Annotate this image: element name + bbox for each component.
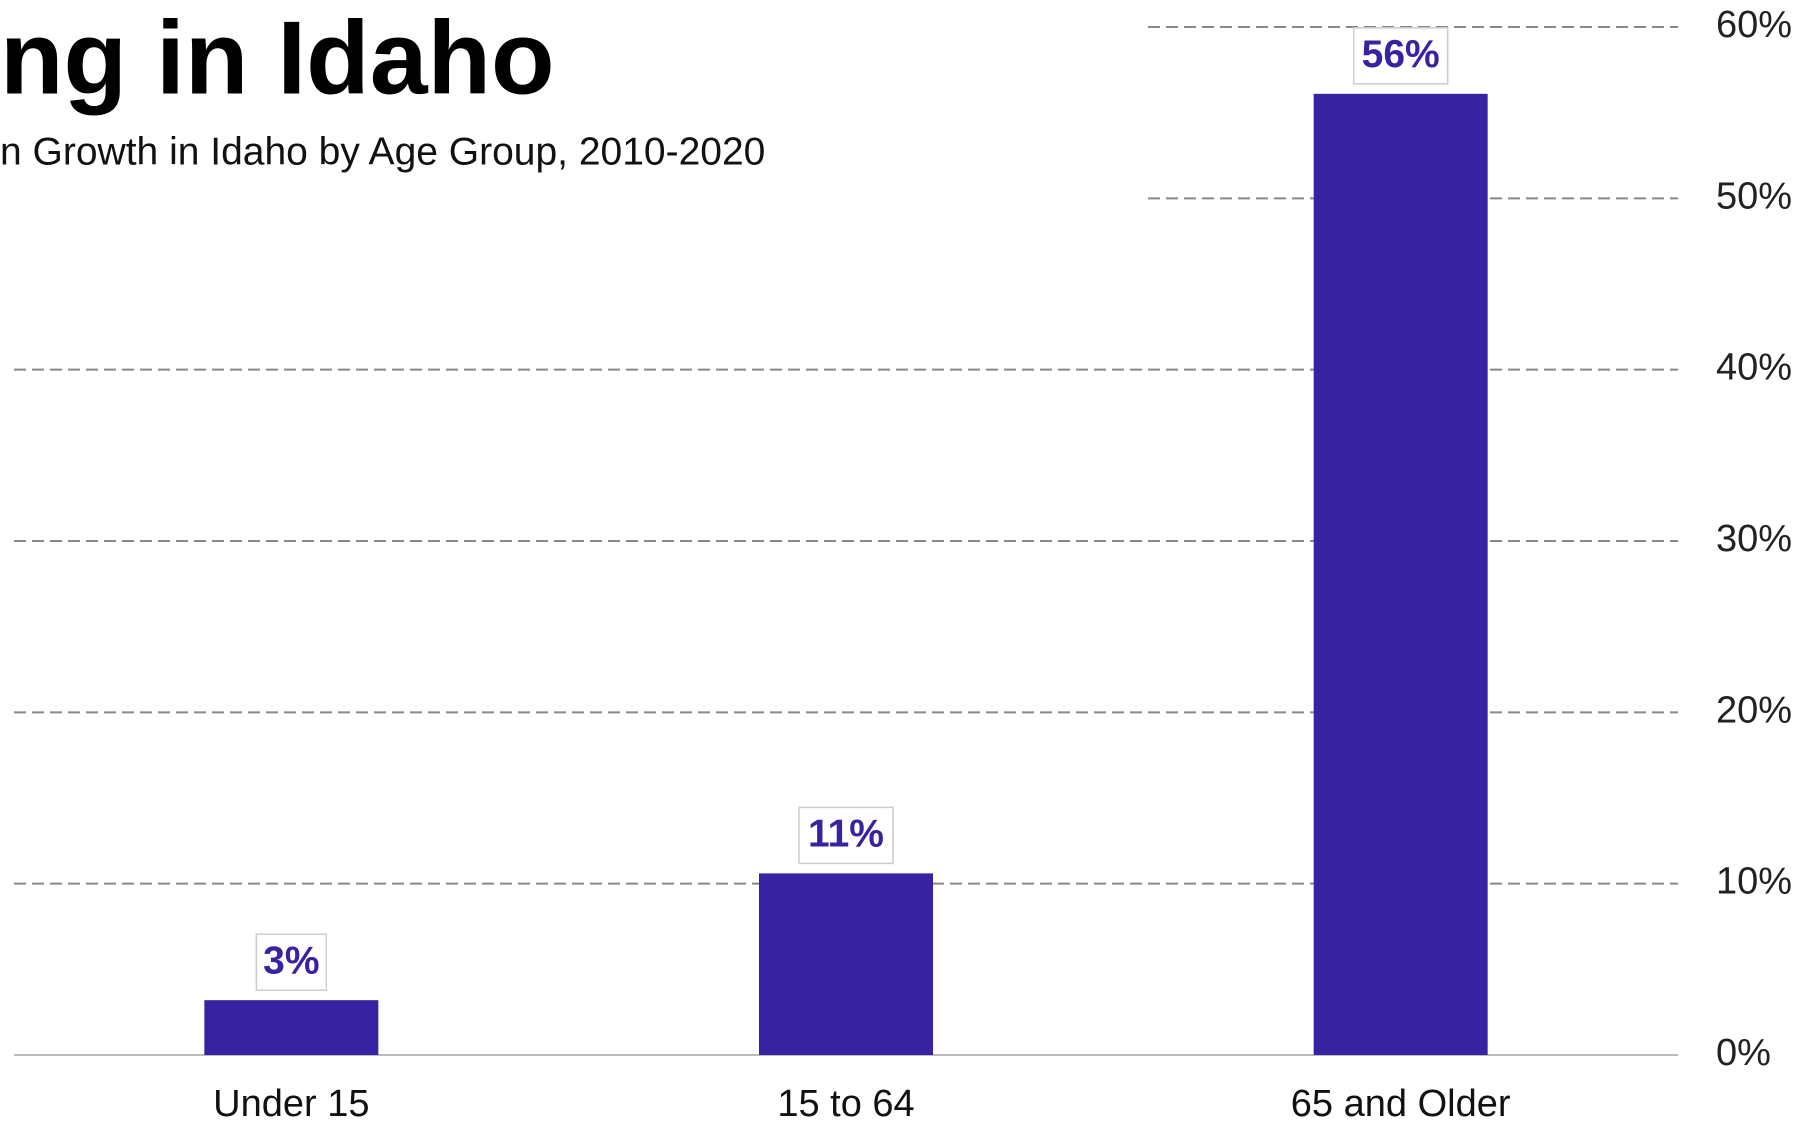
value-label-box [1352,27,1449,85]
x-tick-label: 65 and Older [1291,1083,1511,1121]
y-tick-label: 60% [1716,4,1792,46]
value-label-box [255,933,328,991]
y-tick-label: 20% [1716,689,1792,731]
title-backdrop [0,0,1142,205]
y-tick-label: 30% [1716,518,1792,560]
marks: 0% 10% 20% 30% 40% 50% 60% Under 15 3% 15 to 64 11… [14,4,1792,1121]
chart-title: ng in Idaho [0,0,555,116]
y-tick-label: 0% [1716,1032,1771,1074]
x-tick-label: 15 to 64 [777,1083,914,1121]
bar [204,1000,379,1055]
value-label: 56% [1362,33,1440,76]
y-tick-label: 10% [1716,861,1792,903]
y-tick-label: 40% [1716,347,1792,389]
value-label: 11% [808,813,884,856]
bar [759,873,933,1055]
x-tick-label: Under 15 [213,1083,369,1121]
value-label: 3% [263,939,319,982]
y-tick-label: 50% [1716,175,1792,217]
bar [1313,93,1488,1055]
chart-subtitle: n Growth in Idaho by Age Group, 2010-202… [0,130,765,173]
value-label-box [798,806,894,865]
